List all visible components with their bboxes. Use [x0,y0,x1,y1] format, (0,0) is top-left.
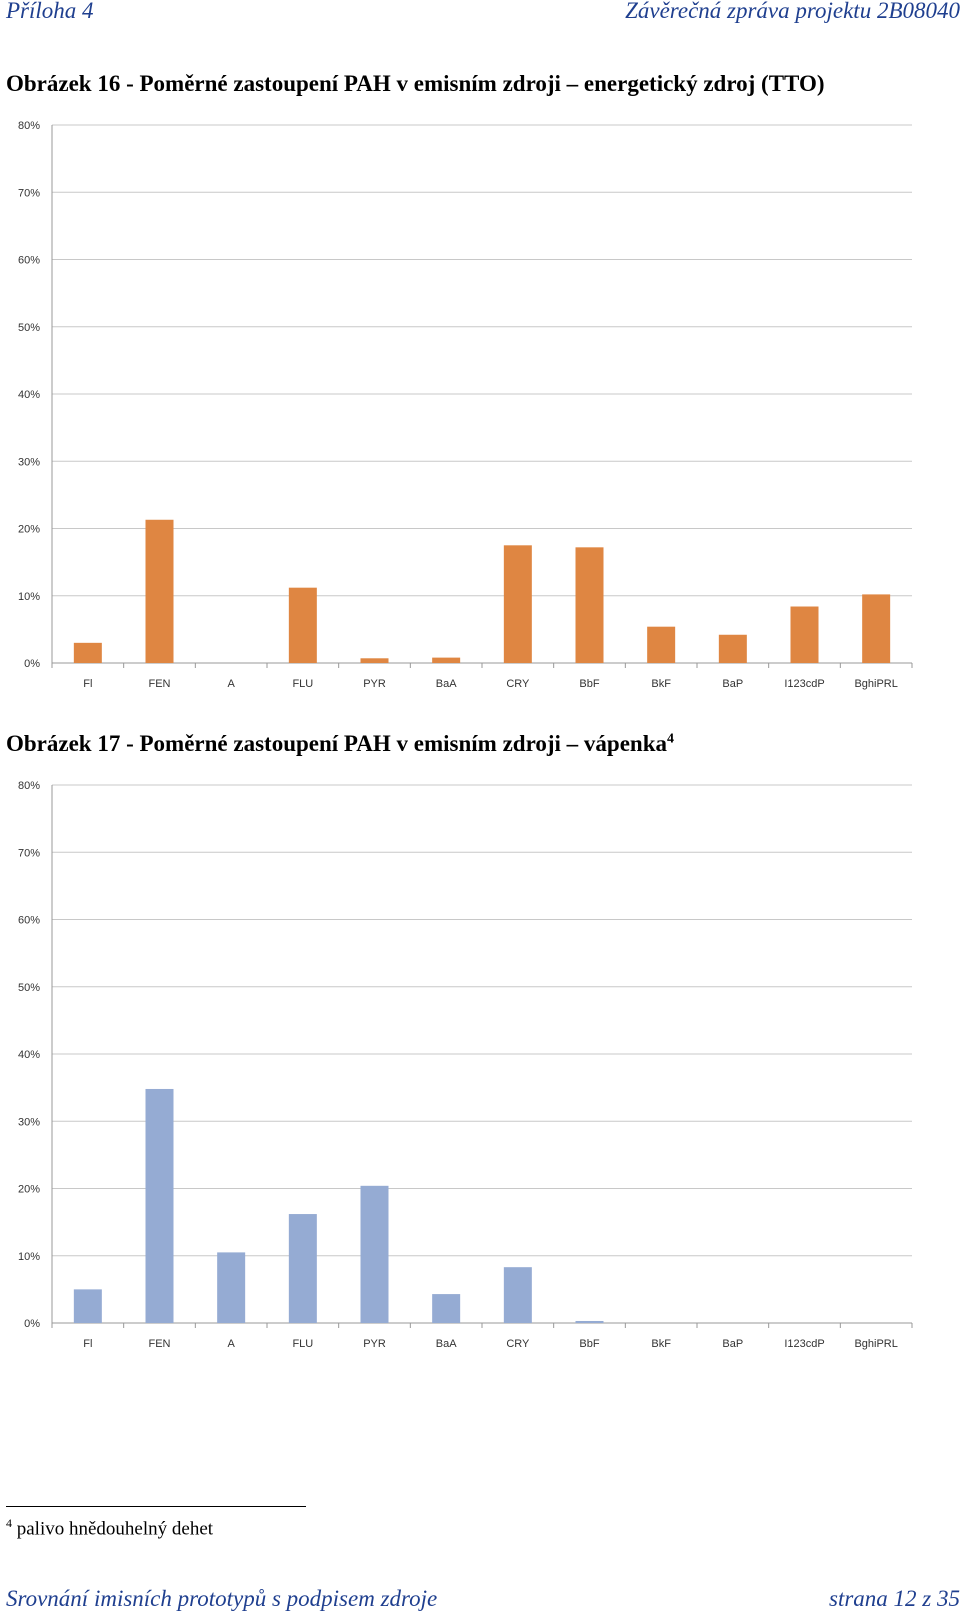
x-tick-label: I123cdP [784,1338,824,1350]
x-tick-label: Fl [83,678,92,690]
y-tick-label: 20% [18,1184,40,1196]
bar-I123cdP [790,606,819,663]
y-tick-label: 40% [18,389,40,401]
footnote-separator [6,1506,306,1507]
bar-FEN [145,1088,174,1323]
x-tick-label: BaA [436,678,457,690]
x-tick-label: PYR [363,1338,386,1350]
x-tick-label: BaA [436,1338,457,1350]
figure-17-bar-chart: 0% 10% 20% 30% 40% 50% 60% 70% 80% Fl FEN A FLU PYR Ba… [18,780,913,1350]
bar-BaP [718,634,747,663]
x-tick-label: BghiPRL [854,678,897,690]
x-tick-label: BkF [651,1338,671,1350]
x-tick-label: CRY [506,1338,530,1350]
header-right: Závěrečná zpráva projektu 2B08040 [625,0,960,23]
y-tick-label: 30% [18,1116,40,1128]
x-tick-label: BaP [722,1338,743,1350]
x-tick-label: BkF [651,678,671,690]
x-tick-label: CRY [506,678,530,690]
x-tick-label: A [227,678,235,690]
footer-left: Srovnání imisních prototypů s podpisem z… [6,1586,438,1611]
bar-A [217,1252,246,1323]
figure-16-caption: Obrázek 16 - Poměrné zastoupení PAH v em… [6,71,825,96]
figure-17-caption-text: Obrázek 17 - Poměrné zastoupení PAH v em… [6,731,667,756]
bar-PYR [360,1185,389,1323]
x-tick-label: FEN [149,1338,171,1350]
bar-BaA [432,657,461,663]
bar-FLU [288,587,317,663]
bar-BaA [432,1294,461,1323]
y-tick-label: 40% [18,1049,40,1061]
x-tick-label: FLU [292,678,313,690]
y-tick-label: 70% [18,847,40,859]
y-tick-label: 20% [18,524,40,536]
x-tick-label: Fl [83,1338,92,1350]
y-tick-label: 50% [18,982,40,994]
y-tick-label: 10% [18,591,40,603]
bar-Fl [73,1289,102,1323]
y-tick-label: 50% [18,322,40,334]
x-tick-label: A [227,1338,235,1350]
x-tick-label: BaP [722,678,743,690]
bar-PYR [360,658,389,663]
footer-page-number: strana 12 z 35 [829,1586,960,1611]
header-left: Příloha 4 [6,0,94,23]
y-tick-label: 0% [24,658,40,670]
bar-CRY [503,1267,532,1323]
x-tick-label: BghiPRL [854,1338,897,1350]
y-tick-label: 70% [18,187,40,199]
bar-BkF [647,626,676,663]
bar-BbF [575,1320,604,1323]
y-tick-label: 80% [18,120,40,132]
footnote-reference: 4 [667,731,674,747]
y-tick-label: 60% [18,915,40,927]
y-tick-label: 30% [18,456,40,468]
bar-FLU [288,1214,317,1323]
x-tick-label: FLU [292,1338,313,1350]
x-tick-label: PYR [363,678,386,690]
footnote: 4 palivo hnědouhelný dehet [6,1516,213,1540]
x-tick-label: I123cdP [784,678,824,690]
x-tick-label: FEN [149,678,171,690]
y-tick-label: 60% [18,255,40,267]
figure-16-bar-chart: 0% 10% 20% 30% 40% 50% 60% 70% 80% Fl FEN A FLU PYR Ba… [18,120,913,690]
footnote-text: palivo hnědouhelný dehet [16,1518,214,1540]
x-tick-label: BbF [579,678,599,690]
y-tick-label: 0% [24,1318,40,1330]
bar-BghiPRL [862,594,891,663]
y-tick-label: 10% [18,1251,40,1263]
y-tick-label: 80% [18,780,40,792]
bar-CRY [503,545,532,663]
bar-BbF [575,547,604,663]
bar-FEN [145,519,174,663]
bar-Fl [73,642,102,663]
figure-17-caption: Obrázek 17 - Poměrné zastoupení PAH v em… [6,731,674,757]
footnote-number: 4 [6,1516,12,1530]
x-tick-label: BbF [579,1338,599,1350]
